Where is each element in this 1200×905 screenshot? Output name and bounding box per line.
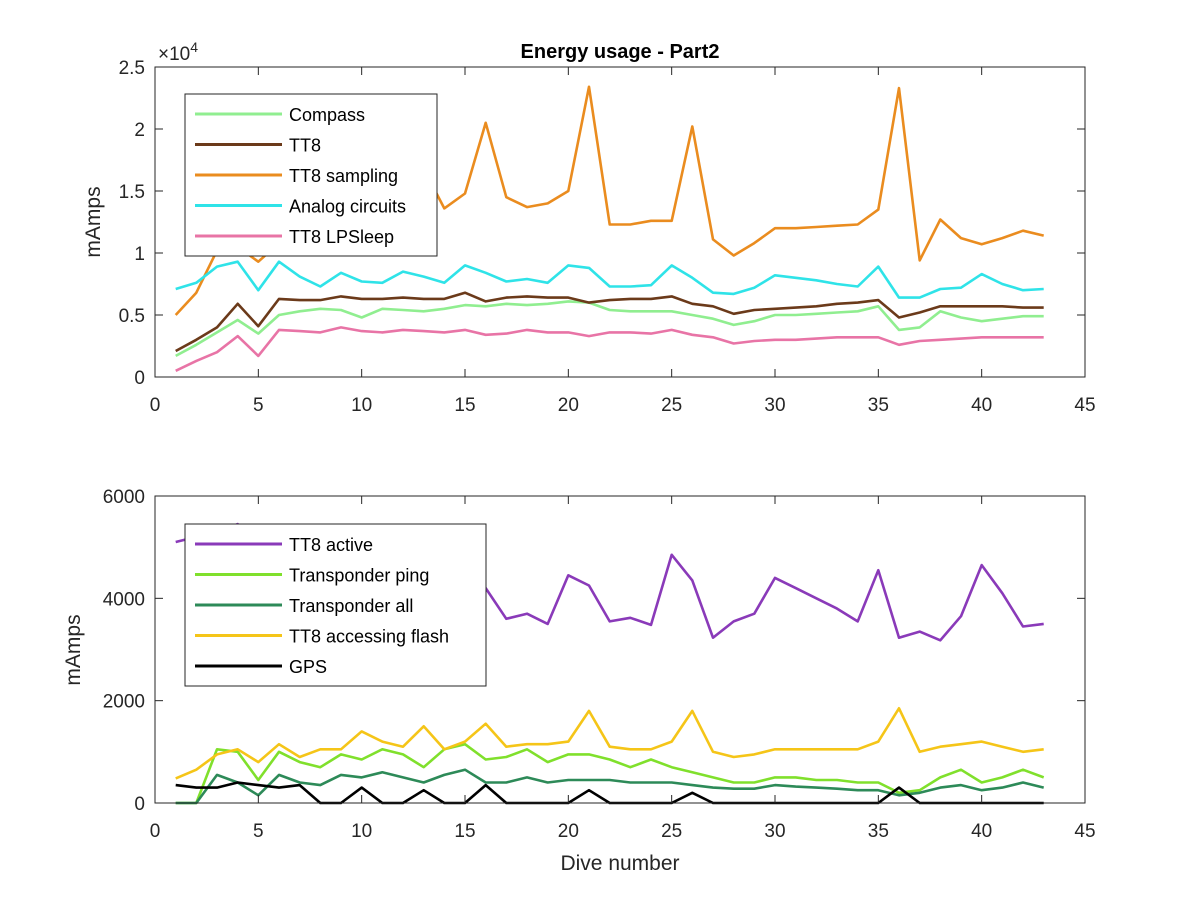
top-y-tick-label: 2.5: [119, 58, 145, 79]
top-axis-ticks: 0 5 10 15 20 25 30 35 40 45 0 0.5 1 1.5 2 2.5: [119, 58, 1096, 416]
top-y-tick-label: 2: [134, 120, 145, 141]
bottom-legend-label-gps: GPS: [289, 657, 327, 677]
bottom-x-tick-label: 20: [558, 821, 579, 842]
bottom-x-tick-label: 30: [764, 821, 785, 842]
top-x-tick-label: 20: [558, 395, 579, 416]
top-series-tt8-lpsleep: [175, 326, 1044, 372]
bottom-x-tick-label: 35: [868, 821, 889, 842]
bottom-y-tick-label: 2000: [103, 692, 145, 713]
bottom-series-transponder-ping: [175, 742, 1045, 805]
bottom-y-tick-label: 4000: [103, 589, 145, 610]
top-y-tick-label: 1: [134, 244, 145, 265]
top-x-tick-label: 40: [971, 395, 992, 416]
bottom-y-tick-label: 6000: [103, 487, 145, 508]
top-legend-label-analog-circuits: Analog circuits: [289, 197, 406, 217]
top-series-tt8: [175, 291, 1044, 353]
top-y-tick-label: 0.5: [119, 306, 145, 327]
bottom-legend-label-transponder-all: Transponder all: [289, 596, 413, 616]
bottom-x-tick-label: 0: [150, 821, 161, 842]
chart-title: Energy usage - Part2: [521, 41, 720, 63]
top-x-tick-label: 45: [1074, 395, 1095, 416]
top-series-analog-circuits: [175, 260, 1044, 299]
top-legend-label-tt8: TT8: [289, 136, 321, 156]
bottom-x-tick-label: 5: [253, 821, 264, 842]
top-y-axis-label: mAmps: [82, 186, 105, 257]
top-axes-box: [154, 66, 1086, 378]
top-legend-label-compass: Compass: [289, 105, 365, 125]
top-legend-label-tt8-sampling: TT8 sampling: [289, 166, 398, 186]
top-series-compass: [175, 300, 1044, 358]
top-x-tick-label: 0: [150, 395, 161, 416]
bottom-x-tick-label: 45: [1074, 821, 1095, 842]
bottom-x-tick-label: 15: [454, 821, 475, 842]
bottom-axes-box: [154, 495, 1086, 804]
bottom-legend-label-tt8-accessing-flash: TT8 accessing flash: [289, 627, 449, 647]
bottom-y-tick-label: 0: [134, 794, 145, 815]
top-y-tick-label: 0: [134, 368, 145, 389]
x-axis-label: Dive number: [560, 852, 679, 875]
top-y-tick-label: 1.5: [119, 182, 145, 203]
bottom-legend-label-transponder-ping: Transponder ping: [289, 566, 429, 586]
top-legend-label-tt8-lpsleep: TT8 LPSleep: [289, 227, 394, 247]
top-subplot: 0 5 10 15 20 25 30 35 40 45 0 0.5 1 1.5 2 2.5 Energy us…: [82, 39, 1096, 416]
top-x-tick-label: 15: [454, 395, 475, 416]
top-x-tick-label: 35: [868, 395, 889, 416]
top-x-tick-label: 10: [351, 395, 372, 416]
top-x-tick-label: 25: [661, 395, 682, 416]
bottom-x-tick-label: 40: [971, 821, 992, 842]
bottom-series-tt8-accessing-flash: [175, 706, 1044, 780]
bottom-x-tick-label: 25: [661, 821, 682, 842]
bottom-x-tick-label: 10: [351, 821, 372, 842]
top-legend: Compass TT8 TT8 sampling Analog circuits TT8…: [184, 93, 438, 257]
bottom-y-axis-label: mAmps: [62, 614, 85, 685]
top-x-tick-label: 5: [253, 395, 264, 416]
bottom-subplot: 0 5 10 15 20 25 30 35 40 45 0 2000 4000 6000 Dive num…: [62, 487, 1096, 875]
bottom-axis-ticks: 0 5 10 15 20 25 30 35 40 45 0 2000 4000 6000: [103, 487, 1096, 842]
bottom-legend-label-tt8-active: TT8 active: [289, 535, 373, 555]
bottom-legend: TT8 active Transponder ping Transponder al…: [184, 523, 487, 687]
y-exponent-label: ×104: [158, 39, 198, 65]
bottom-series-transponder-all: [175, 768, 1045, 805]
top-x-tick-label: 30: [764, 395, 785, 416]
